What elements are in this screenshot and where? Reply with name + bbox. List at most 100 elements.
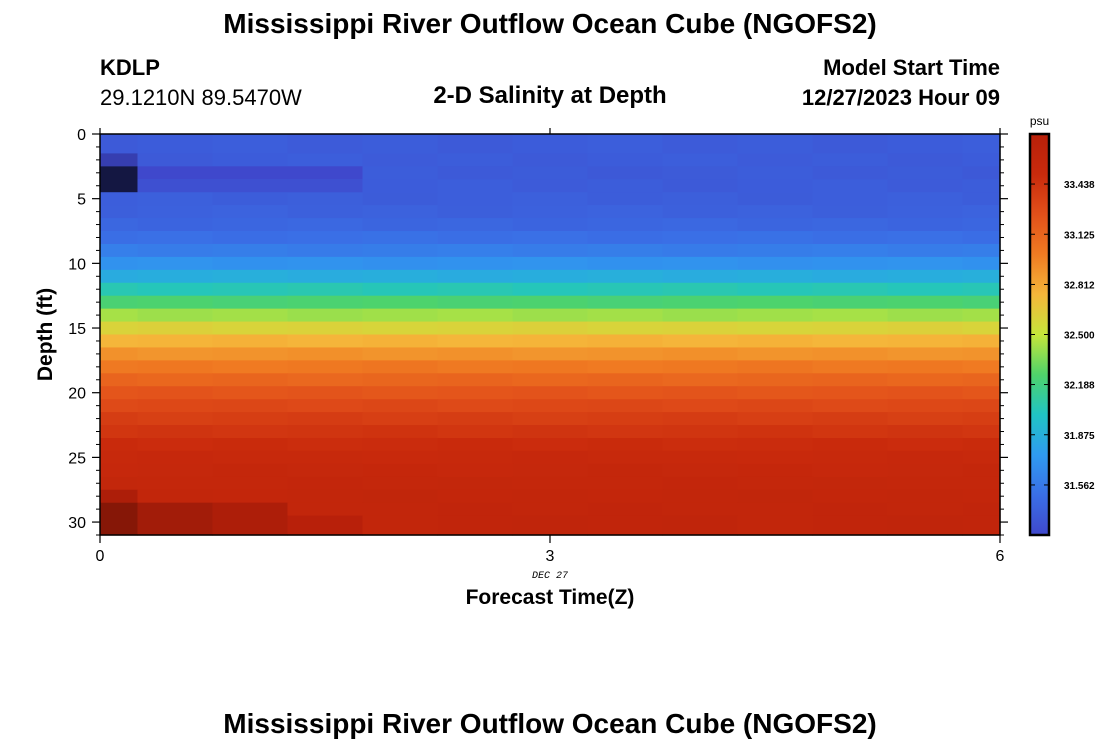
heatmap-cell (100, 347, 139, 361)
heatmap-cell (512, 399, 589, 413)
heatmap-cell (362, 502, 439, 517)
heatmap-cell (737, 334, 814, 349)
heatmap-anomaly-cell (100, 502, 138, 535)
heatmap-cell (137, 399, 214, 413)
heatmap-cell (662, 153, 739, 167)
colorbar-label: 31.875 (1064, 431, 1095, 442)
heatmap-cell (962, 476, 1001, 491)
heatmap-cell (887, 269, 964, 284)
heatmap-cell (887, 360, 964, 374)
heatmap-cell (662, 425, 739, 439)
heatmap-cell (662, 269, 739, 284)
heatmap-cell (512, 489, 589, 504)
heatmap-cell (587, 166, 664, 180)
heatmap-anomaly-cell (137, 179, 363, 193)
heatmap-anomaly-cell (137, 166, 363, 180)
heatmap-cell (812, 321, 889, 336)
heatmap-cell (137, 256, 214, 271)
heatmap-cell (512, 334, 589, 349)
heatmap-cell (812, 515, 889, 536)
heatmap-cell (287, 425, 364, 439)
heatmap-cell (812, 412, 889, 426)
heatmap-cell (362, 256, 439, 271)
colorbar-unit: psu (1030, 114, 1049, 128)
heatmap-cell (137, 269, 214, 284)
heatmap-cell (812, 489, 889, 504)
heatmap-cell (287, 134, 364, 155)
heatmap-cell (512, 134, 589, 155)
heatmap-cell (962, 153, 1001, 167)
heatmap-cell (662, 231, 739, 245)
heatmap-cell (812, 256, 889, 271)
heatmap-cell (362, 476, 439, 491)
heatmap-cell (587, 347, 664, 361)
heatmap-cell (512, 321, 589, 336)
station-id: KDLP (100, 55, 160, 80)
heatmap-cell (437, 308, 514, 323)
heatmap-cell (100, 231, 139, 245)
heatmap-cell (100, 269, 139, 284)
heatmap-cell (437, 334, 514, 349)
heatmap-cell (662, 502, 739, 517)
heatmap-cell (812, 360, 889, 374)
heatmap-cell (512, 437, 589, 452)
heatmap-cell (587, 515, 664, 536)
heatmap-cell (887, 437, 964, 452)
heatmap-cell (962, 502, 1001, 517)
heatmap-cell (962, 243, 1001, 258)
heatmap-cell (737, 269, 814, 284)
heatmap-cell (362, 360, 439, 374)
heatmap-cell (512, 205, 589, 219)
heatmap-cell (512, 231, 589, 245)
heatmap-cell (512, 412, 589, 426)
heatmap-cell (587, 243, 664, 258)
heatmap-cell (737, 243, 814, 258)
heatmap-cell (962, 179, 1001, 193)
colorbar-label: 32.500 (1064, 331, 1095, 342)
heatmap-cell (212, 399, 289, 413)
heatmap-cell (887, 231, 964, 245)
heatmap-cell (962, 425, 1001, 439)
chart-title: Mississippi River Outflow Ocean Cube (NG… (223, 8, 877, 39)
heatmap-anomaly-cell (212, 502, 288, 535)
heatmap-cell (737, 450, 814, 465)
heatmap-cell (437, 399, 514, 413)
heatmap-cell (362, 515, 439, 536)
heatmap-cell (212, 437, 289, 452)
heatmap-cell (137, 360, 214, 374)
heatmap-cell (737, 256, 814, 271)
heatmap-cell (437, 425, 514, 439)
heatmap-cell (437, 269, 514, 284)
heatmap-cell (362, 437, 439, 452)
heatmap-cell (362, 205, 439, 219)
heatmap-cell (887, 192, 964, 206)
station-coordinates: 29.1210N 89.5470W (100, 85, 302, 110)
heatmap-cell (737, 321, 814, 336)
heatmap-cell (287, 153, 364, 167)
heatmap-cell (512, 425, 589, 439)
heatmap-cell (287, 373, 364, 387)
heatmap-cell (287, 476, 364, 491)
heatmap-cell (587, 373, 664, 387)
heatmap-cell (812, 179, 889, 193)
heatmap-cell (437, 515, 514, 536)
heatmap-cell (662, 450, 739, 465)
heatmap-cell (962, 205, 1001, 219)
heatmap-cell (887, 347, 964, 361)
x-axis-title: Forecast Time(Z) (466, 586, 635, 609)
heatmap-cell (212, 218, 289, 232)
heatmap-cell (362, 166, 439, 180)
heatmap-cell (737, 437, 814, 452)
heatmap-cell (212, 386, 289, 400)
heatmap-cell (100, 399, 139, 413)
heatmap-cell (287, 282, 364, 297)
heatmap-cell (212, 412, 289, 426)
heatmap-cell (362, 179, 439, 193)
heatmap-cell (887, 412, 964, 426)
heatmap-cell (287, 412, 364, 426)
heatmap-cell (287, 231, 364, 245)
heatmap-cell (212, 476, 289, 491)
heatmap-cell (737, 153, 814, 167)
heatmap-cell (287, 269, 364, 284)
heatmap-cell (512, 295, 589, 310)
